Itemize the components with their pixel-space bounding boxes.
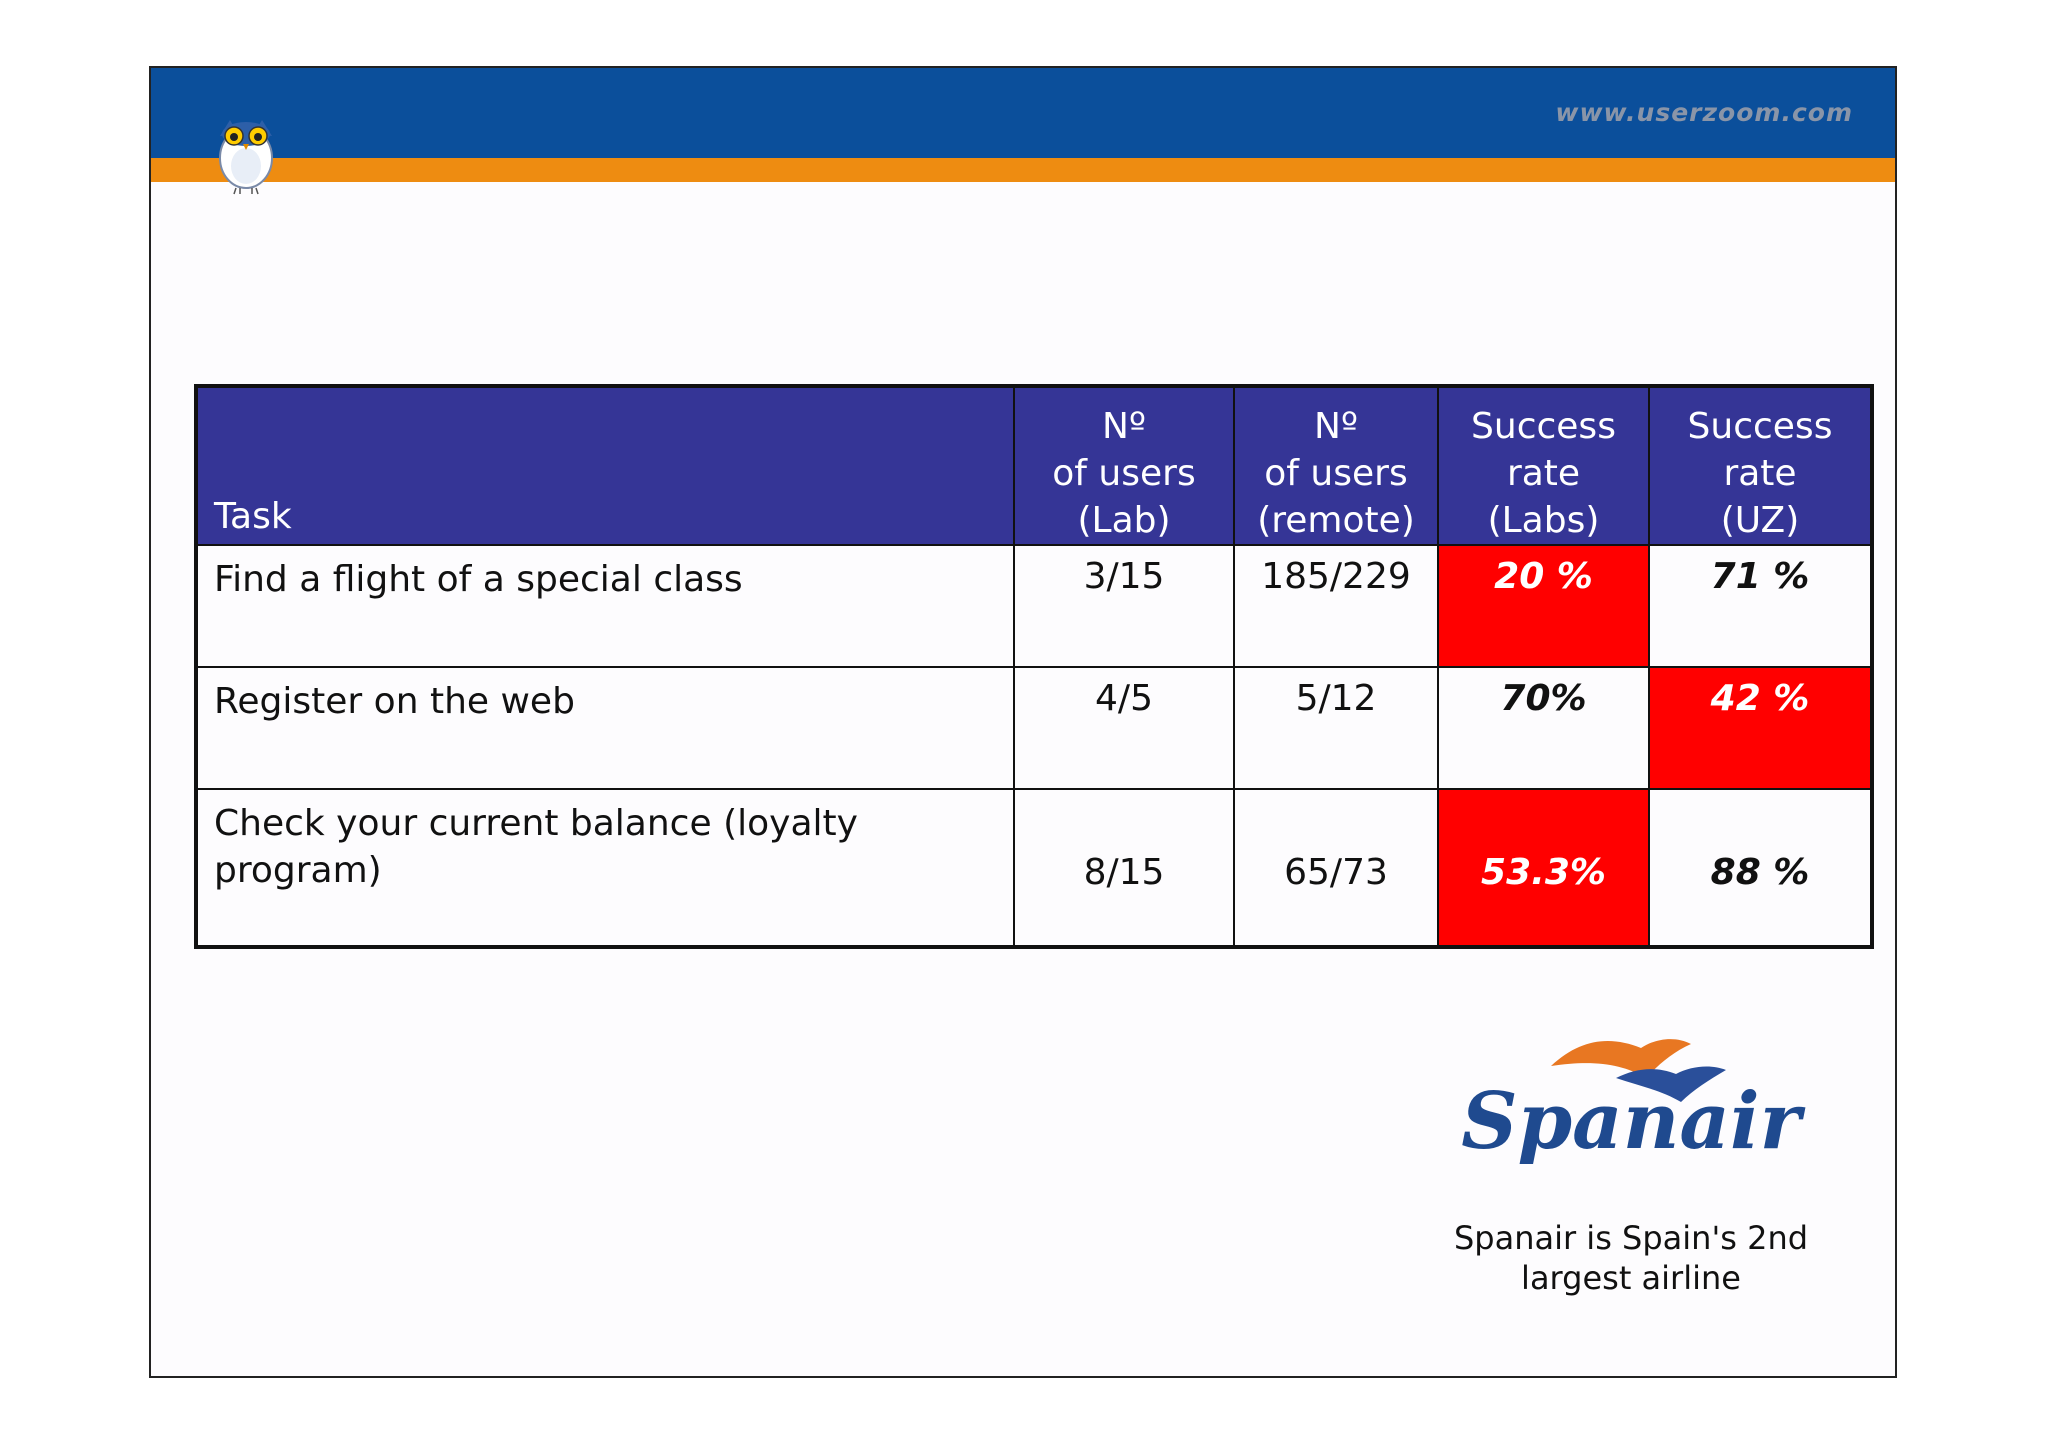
remote-users-cell: 65/73 [1233,788,1439,948]
header-remote-users: Nº of users (remote) [1233,385,1439,546]
site-url[interactable]: www.userzoom.com [1555,98,1853,127]
header-bar [151,68,1895,158]
results-table: Task Nº of users (Lab) Nº of users (remo… [194,384,1874,949]
table-row: Find a flight of a special class 3/15 18… [195,544,1873,668]
lab-users-cell: 8/15 [1013,788,1235,948]
task-cell: Register on the web [195,666,1015,790]
header-success-rate-labs: Success rate (Labs) [1437,385,1650,546]
table-row: Register on the web 4/5 5/12 70% 42 % [195,666,1873,790]
success-rate-uz-cell: 88 % [1648,788,1873,948]
slide: www.userzoom.com Task Nº of users [149,66,1897,1378]
table-header-row: Task Nº of users (Lab) Nº of users (remo… [195,385,1873,546]
task-cell: Check your current balance (loyalty prog… [195,788,1015,948]
success-rate-labs-cell: 20 % [1437,544,1650,668]
header-lab-users: Nº of users (Lab) [1013,385,1235,546]
table-row: Check your current balance (loyalty prog… [195,788,1873,948]
success-rate-labs-cell: 70% [1437,666,1650,790]
spanair-logo-text: Spanair [1461,1076,1805,1167]
spanair-logo: Spanair [1461,1039,1806,1167]
header-success-rate-uz: Success rate (UZ) [1648,385,1873,546]
header-task: Task [195,385,1015,546]
remote-users-cell: 5/12 [1233,666,1439,790]
success-rate-uz-cell: 71 % [1648,544,1873,668]
task-cell: Find a flight of a special class [195,544,1015,668]
header-accent-stripe [151,158,1895,182]
remote-users-cell: 185/229 [1233,544,1439,668]
success-rate-uz-cell: 42 % [1648,666,1873,790]
caption: Spanair is Spain's 2nd largest airline [1453,1219,1809,1297]
success-rate-labs-cell: 53.3% [1437,788,1650,948]
owl-logo-icon [219,120,273,195]
lab-users-cell: 4/5 [1013,666,1235,790]
lab-users-cell: 3/15 [1013,544,1235,668]
